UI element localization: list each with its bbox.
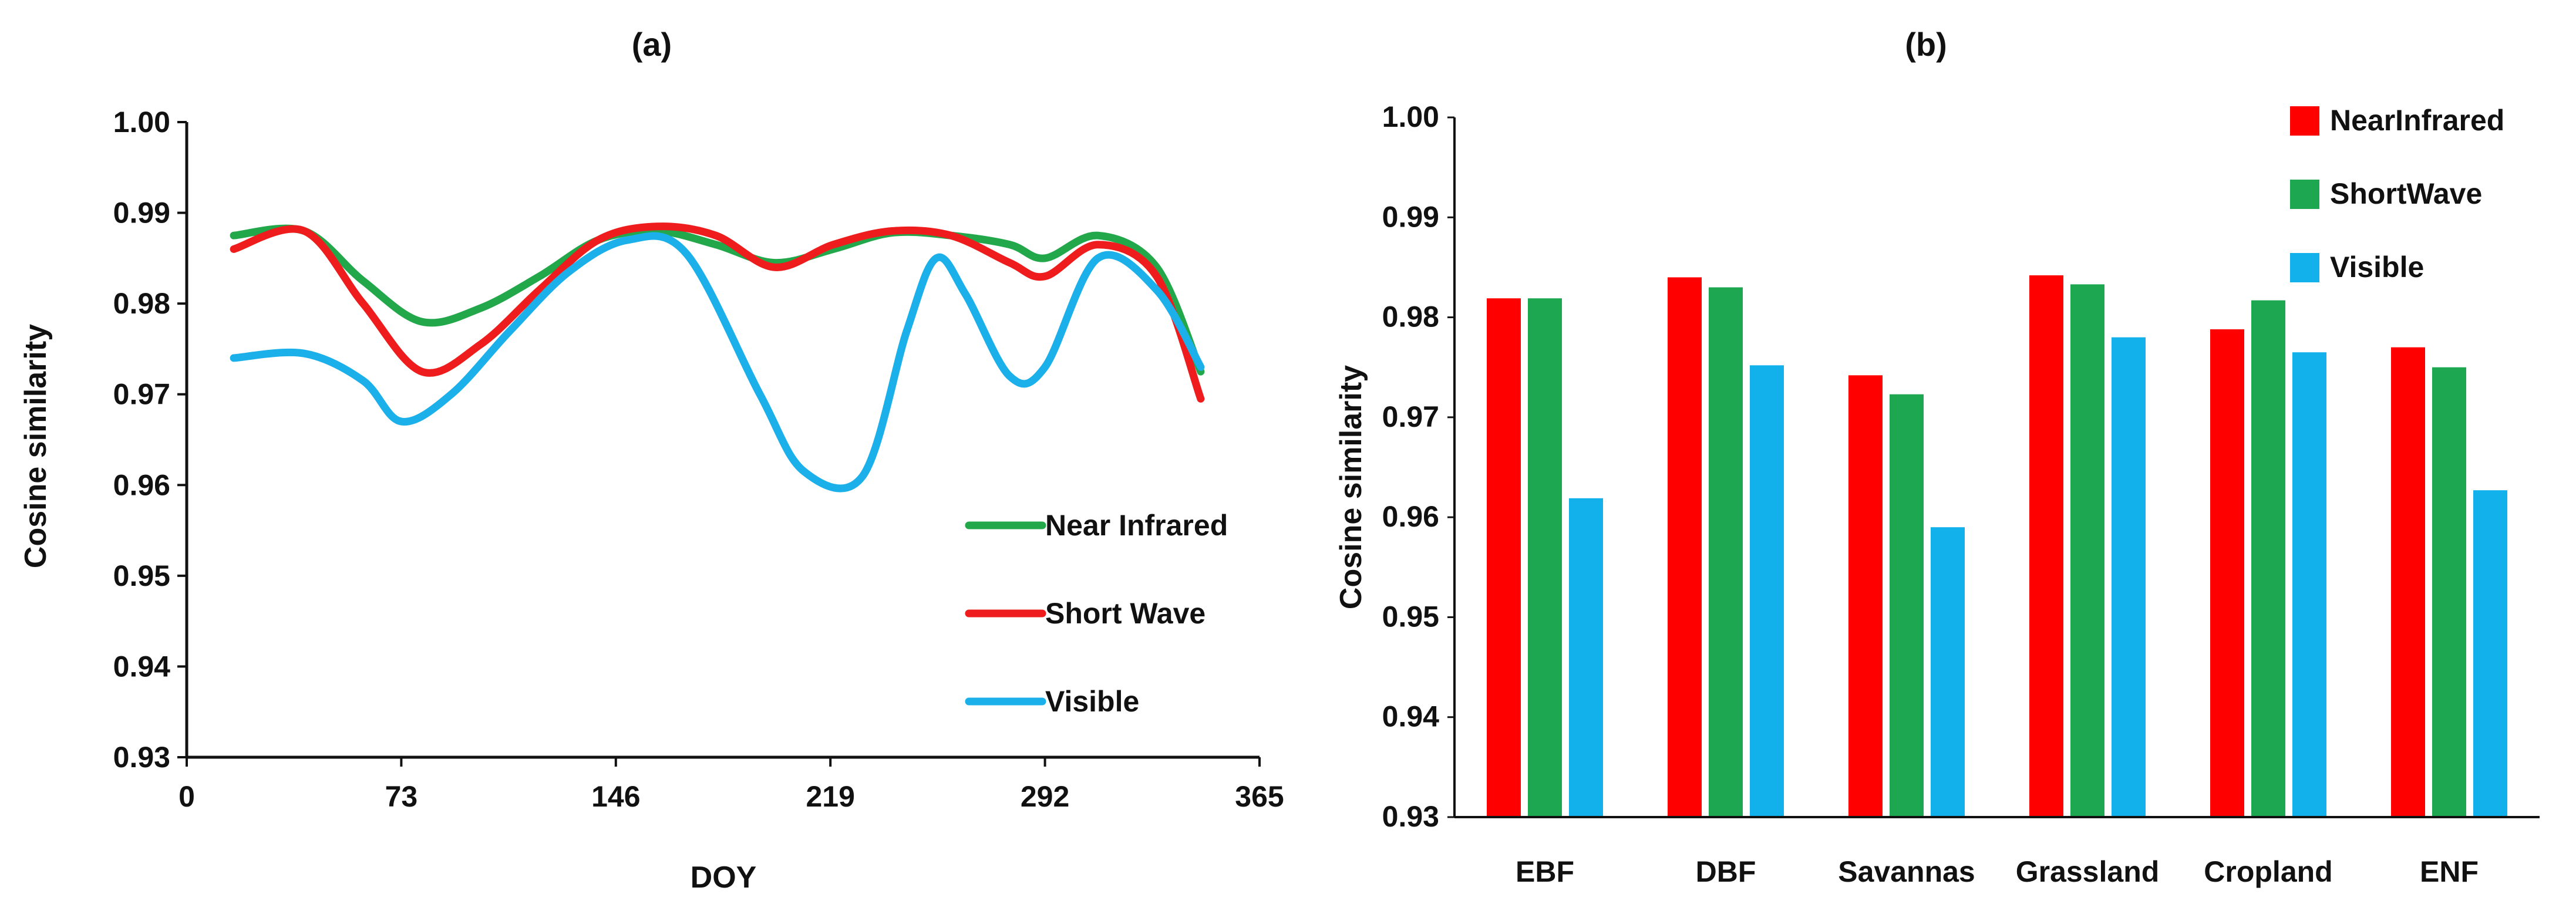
bar-nearinfrared-savannas [1848,375,1883,817]
bar-shortwave-savannas [1890,394,1924,817]
legend-label: Visible [2330,251,2424,284]
x-tick-label: 146 [591,780,640,813]
bar-visible-savannas [1931,527,1965,817]
panel-a-y-axis-title: Cosine similarity [19,324,53,568]
bar-shortwave-grassland [2070,284,2104,817]
panel-b-category-labels: EBF DBF Savannas Grassland Cropland ENF [1516,855,2479,888]
panel-b-legend: NearInfrared ShortWave Visible [2290,104,2504,284]
bar-shortwave-ebf [1528,298,1562,817]
x-tick-label: 292 [1021,780,1069,813]
y-tick-label: 0.97 [113,378,170,411]
legend-label: Near Infrared [1045,509,1228,542]
x-tick-label: 0 [179,780,195,813]
legend-label: ShortWave [2330,177,2482,210]
y-tick-label: 0.93 [113,741,170,774]
y-tick-label: 0.95 [113,559,170,592]
bar-visible-dbf [1750,365,1784,817]
y-tick-label: 0.98 [1382,301,1439,333]
bar-visible-enf [2473,490,2507,817]
legend-label: NearInfrared [2330,104,2504,137]
bar-nearinfrared-grassland [2029,275,2063,818]
bar-visible-grassland [2112,337,2146,817]
y-tick-label: 0.94 [1382,700,1440,733]
y-tick-label: 0.94 [113,650,171,683]
series-line-short-wave [230,222,1205,403]
legend-label: Visible [1045,685,1139,718]
bar-shortwave-dbf [1709,287,1743,817]
category-label: Savannas [1838,855,1975,888]
legend-swatch [2290,180,2319,209]
category-label: Grassland [2016,855,2160,888]
x-tick-label: 365 [1235,780,1284,813]
x-tick-label: 73 [385,780,418,813]
panel-b-y-axis-title: Cosine similarity [1334,365,1368,609]
bar-nearinfrared-dbf [1668,277,1702,817]
panel-a-x-axis-ticks: 0 73 146 219 292 365 [179,757,1284,813]
panel-a-title: (a) [632,26,672,63]
y-tick-label: 0.93 [1382,800,1439,833]
y-tick-label: 0.98 [113,287,170,320]
y-tick-label: 0.96 [1382,500,1439,533]
bar-shortwave-enf [2432,367,2466,817]
panel-a-series-lines [230,222,1205,492]
line-chart-panel-a: (a) 0.93 0.94 0.95 0.96 0.97 0.98 0.99 1.00 0 73… [19,26,1284,895]
bar-shortwave-cropland [2251,300,2285,817]
category-label: EBF [1516,855,1574,888]
y-tick-label: 0.97 [1382,400,1439,433]
series-line-visible [230,232,1205,492]
bar-nearinfrared-cropland [2210,329,2244,817]
y-tick-label: 1.00 [1382,100,1439,133]
y-tick-label: 0.99 [1382,200,1439,233]
bar-chart-panel-b: (b) 0.93 0.94 0.95 0.96 0.97 0.98 0.99 1.00 EBF… [1334,26,2540,888]
legend-label: Short Wave [1045,597,1205,630]
bar-visible-cropland [2292,352,2326,817]
category-label: DBF [1696,855,1756,888]
y-tick-label: 0.99 [113,197,170,230]
bar-visible-ebf [1569,498,1603,817]
panel-b-bars [1487,275,2507,818]
category-label: Cropland [2204,855,2332,888]
y-tick-label: 1.00 [113,106,170,139]
x-tick-label: 219 [806,780,854,813]
panel-b-title: (b) [1905,26,1947,63]
bar-nearinfrared-ebf [1487,298,1521,817]
category-label: ENF [2420,855,2479,888]
y-tick-label: 0.96 [113,468,170,501]
panel-a-y-axis-ticks: 0.93 0.94 0.95 0.96 0.97 0.98 0.99 1.00 [113,106,187,774]
panel-b-y-axis-ticks: 0.93 0.94 0.95 0.96 0.97 0.98 0.99 1.00 [1382,100,1454,833]
y-tick-label: 0.95 [1382,600,1439,633]
bar-nearinfrared-enf [2391,347,2425,817]
panel-a-legend: Near Infrared Short Wave Visible [965,509,1228,718]
legend-swatch [2290,106,2319,136]
panel-a-x-axis-title: DOY [691,861,757,895]
legend-swatch [2290,253,2319,282]
